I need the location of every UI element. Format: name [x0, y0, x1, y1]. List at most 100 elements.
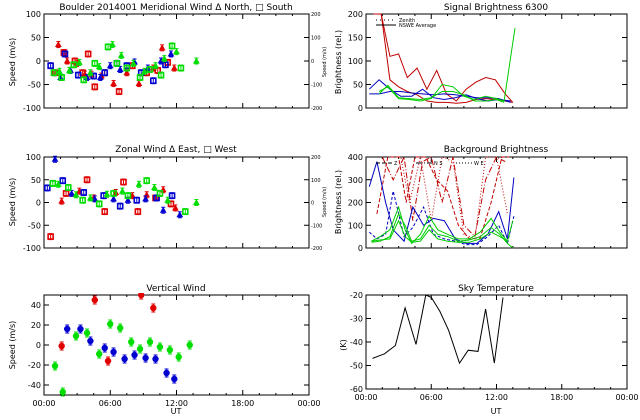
vertical-point-green	[146, 338, 154, 346]
vertical-point-red	[150, 304, 157, 312]
vertical-point-green	[156, 343, 164, 351]
zonal-point-red	[58, 197, 66, 204]
skytemp-series-temperature	[372, 294, 504, 365]
background-y-tick-label: 400	[348, 153, 363, 162]
skytemp-y-tick-label: -40	[350, 338, 363, 347]
vertical-y-tick-label: 20	[31, 321, 41, 330]
zonal-point-red	[62, 190, 70, 197]
meridional-point-red	[91, 83, 99, 91]
vertical-y-tick-label: 40	[31, 301, 41, 310]
zonal-point-red	[172, 204, 179, 211]
vertical-point-green	[59, 388, 66, 396]
meridional-point-red	[81, 70, 89, 77]
zonal-point-green	[55, 180, 62, 187]
meridional-y-tick-label-right: 200	[311, 12, 321, 18]
zonal-title: Zonal Wind Δ East, □ West	[115, 145, 237, 155]
background-series-red-1	[376, 156, 510, 240]
vertical-plot-area	[51, 293, 193, 397]
meridional-point-blue	[106, 62, 114, 69]
zonal-point-green	[143, 177, 150, 184]
zonal-point-blue	[153, 194, 160, 202]
vertical-point-green	[128, 338, 135, 346]
meridional-point-blue	[96, 73, 104, 80]
meridional-title: Boulder 2014001 Meridional Wind Δ North,…	[59, 3, 292, 13]
meridional-point-blue	[74, 71, 82, 79]
meridional-point-blue	[61, 50, 69, 58]
zonal-point-blue	[159, 206, 167, 213]
zonal-point-green	[156, 190, 164, 197]
skytemp-plot-area	[372, 294, 504, 365]
zonal-point-blue	[59, 177, 67, 184]
background-series-green-1	[371, 205, 514, 245]
meridional-y-tick-label: 100	[26, 10, 41, 19]
skytemp-y-tick-label: -20	[350, 291, 363, 300]
meridional-plot-area	[47, 41, 200, 96]
zonal-y-tick-label: -100	[23, 244, 41, 253]
background-y-tick-label: 100	[348, 221, 363, 230]
vertical-point-blue	[121, 355, 128, 363]
vertical-point-blue	[163, 369, 170, 377]
background-ylabel: Brightness (rel.)	[334, 170, 343, 234]
zonal-point-red	[47, 233, 54, 240]
vertical-y-tick-label: 0	[36, 341, 41, 350]
vertical-ylabel: Speed (m/s)	[8, 321, 17, 370]
meridional-point-green	[157, 71, 165, 79]
meridional-plot-frame	[43, 13, 310, 109]
meridional-point-green	[80, 76, 88, 84]
meridional-point-green	[58, 74, 65, 81]
signal-series-green-2	[378, 84, 505, 103]
meridional-point-red	[60, 49, 68, 56]
vertical-point-blue	[131, 351, 138, 359]
meridional-y-tick-label: -100	[23, 104, 41, 113]
background-series-blue-2	[368, 190, 515, 246]
vertical-y-tick-label: -20	[28, 361, 41, 370]
zonal-point-green	[49, 180, 57, 187]
background-series-green-2	[371, 212, 514, 249]
zonal-point-red	[167, 200, 175, 208]
meridional-point-red	[158, 44, 166, 51]
zonal-point-green	[87, 194, 94, 201]
zonal-point-red	[134, 208, 142, 215]
skytemp-ylabel: (K)	[339, 339, 348, 351]
meridional-point-blue	[150, 77, 157, 85]
meridional-point-red	[63, 57, 71, 64]
meridional-point-red	[115, 88, 123, 95]
vertical-x-tick-label: 18:00	[231, 399, 254, 408]
vertical-xlabel: UT	[171, 407, 182, 416]
meridional-point-blue	[101, 69, 109, 77]
zonal-point-red	[101, 208, 109, 215]
meridional-point-green	[50, 69, 58, 77]
skytemp-x-tick-label: 12:00	[485, 393, 508, 402]
signal-legend-label: Zenith	[399, 18, 415, 24]
skytemp-x-tick-label: 18:00	[550, 393, 573, 402]
zonal-point-green	[103, 190, 111, 197]
meridional-point-green	[161, 55, 168, 62]
skytemp-y-tick-label: -30	[350, 315, 363, 324]
meridional-point-green	[130, 59, 137, 66]
signal-y-tick-label: 100	[348, 57, 363, 66]
background-y-tick-label: 0	[358, 244, 363, 253]
background-legend-label: W E	[474, 161, 484, 167]
skytemp-x-tick-label: 00:00	[354, 393, 377, 402]
zonal-point-green	[64, 184, 72, 191]
meridional-point-blue	[162, 61, 169, 69]
skytemp-y-tick-label: -50	[350, 362, 363, 371]
zonal-y-tick-label: 100	[26, 153, 41, 162]
background-series-red-3	[389, 156, 508, 240]
meridional-point-green	[123, 64, 131, 72]
vertical-y-tick-label: -40	[28, 381, 41, 390]
meridional-point-red	[55, 41, 62, 48]
zonal-wind-panel: Zonal Wind Δ East, □ West Speed (m/s) Sp…	[8, 145, 328, 253]
signal-brightness-panel: Signal Brightness 6300 Brightness (rel.)…	[334, 3, 628, 113]
vertical-point-blue	[142, 354, 149, 362]
meridional-point-green	[193, 57, 200, 64]
meridional-point-green	[136, 74, 144, 81]
vertical-point-green	[83, 329, 91, 337]
meridional-point-green	[95, 63, 103, 70]
background-series-green-3	[371, 219, 508, 243]
zonal-point-blue	[44, 184, 51, 192]
zonal-y-tick-label-right: -200	[311, 246, 322, 252]
skytemp-y-tick-label: -60	[350, 385, 363, 394]
meridional-y-tick-label-right: 0	[311, 59, 314, 65]
